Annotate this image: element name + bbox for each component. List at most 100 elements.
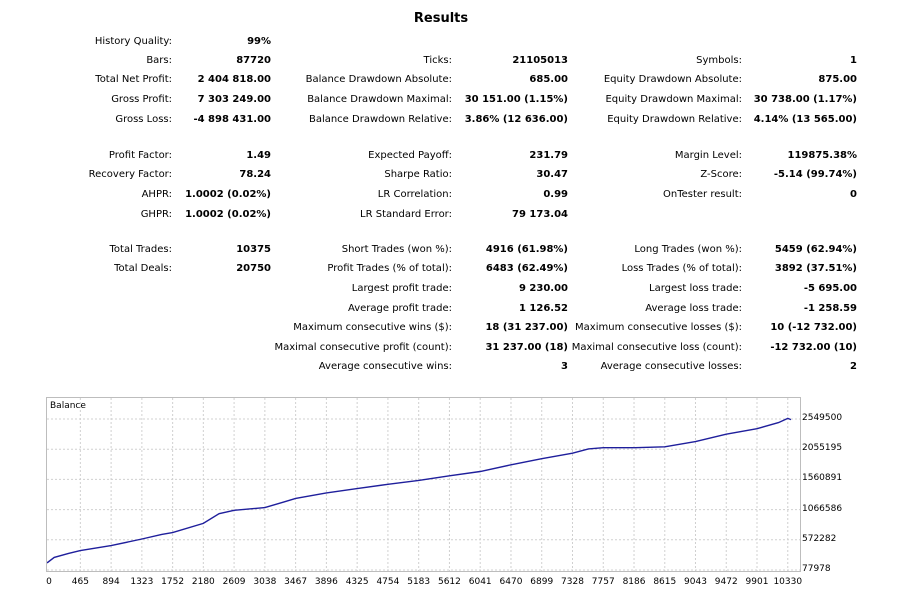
z-score-value: -5.14 (99.74%) [773,169,857,180]
equity-dd-rel-label: Equity Drawdown Relative: [607,114,742,125]
x-tick-label: 5612 [437,577,461,587]
long-trades-label: Long Trades (won %): [634,244,742,255]
x-tick-label: 894 [102,577,120,587]
max-consec-losses-value: 10 (-12 732.00) [770,322,857,333]
loss-trades-label: Loss Trades (% of total): [621,263,742,274]
x-tick-label: 9472 [714,577,738,587]
x-tick-label: 6041 [468,577,492,587]
gross-loss-value: -4 898 431.00 [193,114,271,125]
ontester-result-label: OnTester result: [662,189,742,200]
x-tick-label: 7757 [591,577,615,587]
avg-profit-value: 1 126.52 [518,303,568,314]
largest-profit-label: Largest profit trade: [351,283,452,294]
avg-consec-losses-value: 2 [850,361,857,372]
x-tick-label: 5183 [407,577,431,587]
ticks-label: Ticks: [423,55,452,66]
x-tick-label: 10330 [773,577,803,587]
avg-profit-label: Average profit trade: [347,303,452,314]
balance-chart: Balance [46,397,801,572]
recovery-factor-label: Recovery Factor: [88,169,172,180]
x-tick-label: 8615 [653,577,677,587]
x-tick-label: 2180 [191,577,215,587]
history-quality-label: History Quality: [94,36,172,47]
profit-trades-value: 6483 (62.49%) [485,263,568,274]
equity-dd-max-value: 30 738.00 (1.17%) [753,94,857,105]
balance-dd-max-label: Balance Drawdown Maximal: [307,94,452,105]
x-tick-label: 2609 [222,577,246,587]
balance-dd-max-value: 30 151.00 (1.15%) [464,94,568,105]
lr-correlation-label: LR Correlation: [377,189,452,200]
sharpe-ratio-value: 30.47 [536,169,568,180]
x-tick-label: 3038 [253,577,277,587]
balance-dd-rel-label: Balance Drawdown Relative: [308,114,452,125]
maximal-consec-profit-label: Maximal consecutive profit (count): [274,342,452,353]
profit-trades-label: Profit Trades (% of total): [327,263,452,274]
avg-consec-losses-label: Average consecutive losses: [600,361,742,372]
x-tick-label: 4754 [376,577,400,587]
symbols-label: Symbols: [696,55,742,66]
lr-std-error-label: LR Standard Error: [360,209,452,220]
max-consec-wins-label: Maximum consecutive wins ($): [293,322,452,333]
y-tick-label: 2549500 [802,413,843,423]
balance-chart-svg [47,398,800,571]
balance-dd-abs-label: Balance Drawdown Absolute: [305,74,452,85]
max-consec-wins-value: 18 (31 237.00) [485,322,568,333]
short-trades-label: Short Trades (won %): [341,244,452,255]
total-trades-label: Total Trades: [109,244,173,255]
equity-dd-abs-value: 875.00 [818,74,857,85]
x-tick-label: 9901 [745,577,769,587]
bars-label: Bars: [146,55,172,66]
y-tick-label: 1066586 [802,503,843,514]
balance-dd-rel-value: 3.86% (12 636.00) [464,114,568,125]
x-tick-label: 8186 [622,577,646,587]
x-tick-label: 1323 [130,577,154,587]
ticks-value: 21105013 [512,55,568,66]
equity-dd-abs-label: Equity Drawdown Absolute: [603,74,742,85]
avg-consec-wins-label: Average consecutive wins: [318,361,452,372]
x-tick-label: 3896 [314,577,338,587]
gross-loss-label: Gross Loss: [115,114,172,125]
y-tick-label: 2055195 [802,443,843,454]
lr-correlation-value: 0.99 [543,189,568,200]
gross-profit-label: Gross Profit: [111,94,172,105]
equity-dd-rel-value: 4.14% (13 565.00) [753,114,857,125]
symbols-value: 1 [850,55,857,66]
y-tick-label: 572282 [802,533,837,544]
x-tick-label: 4325 [345,577,369,587]
largest-loss-label: Largest loss trade: [649,283,742,294]
avg-loss-value: -1 258.59 [803,303,857,314]
maximal-consec-loss-label: Maximal consecutive loss (count): [571,342,742,353]
avg-consec-wins-value: 3 [561,361,568,372]
largest-profit-value: 9 230.00 [518,283,568,294]
ontester-result-value: 0 [850,189,857,200]
y-tick-label: 77978 [802,564,831,574]
y-tick-label: 1560891 [802,473,843,484]
maximal-consec-profit-value: 31 237.00 (18) [485,342,568,353]
loss-trades-value: 3892 (37.51%) [774,263,857,274]
x-tick-label: 6899 [530,577,554,587]
profit-factor-value: 1.49 [246,150,271,161]
gross-profit-value: 7 303 249.00 [197,94,271,105]
avg-loss-label: Average loss trade: [645,303,742,314]
recovery-factor-value: 78.24 [239,169,271,180]
ahpr-value: 1.0002 (0.02%) [185,189,271,200]
balance-series-line [47,417,792,564]
chart-title: Balance [50,401,86,411]
short-trades-value: 4916 (61.98%) [485,244,568,255]
x-tick-label: 3467 [284,577,308,587]
bars-value: 87720 [236,55,271,66]
balance-dd-abs-value: 685.00 [529,74,568,85]
ahpr-label: AHPR: [141,189,172,200]
x-tick-label: 9043 [684,577,707,587]
expected-payoff-value: 231.79 [529,150,568,161]
margin-level-value: 119875.38% [787,150,857,161]
ghpr-label: GHPR: [140,209,172,220]
ghpr-value: 1.0002 (0.02%) [185,209,271,220]
x-tick-label: 465 [71,577,89,587]
total-net-profit-value: 2 404 818.00 [197,74,271,85]
results-title: Results [413,11,469,26]
x-tick-label: 7328 [561,577,584,587]
z-score-label: Z-Score: [700,169,742,180]
profit-factor-label: Profit Factor: [108,150,172,161]
x-tick-label: 0 [46,577,52,587]
